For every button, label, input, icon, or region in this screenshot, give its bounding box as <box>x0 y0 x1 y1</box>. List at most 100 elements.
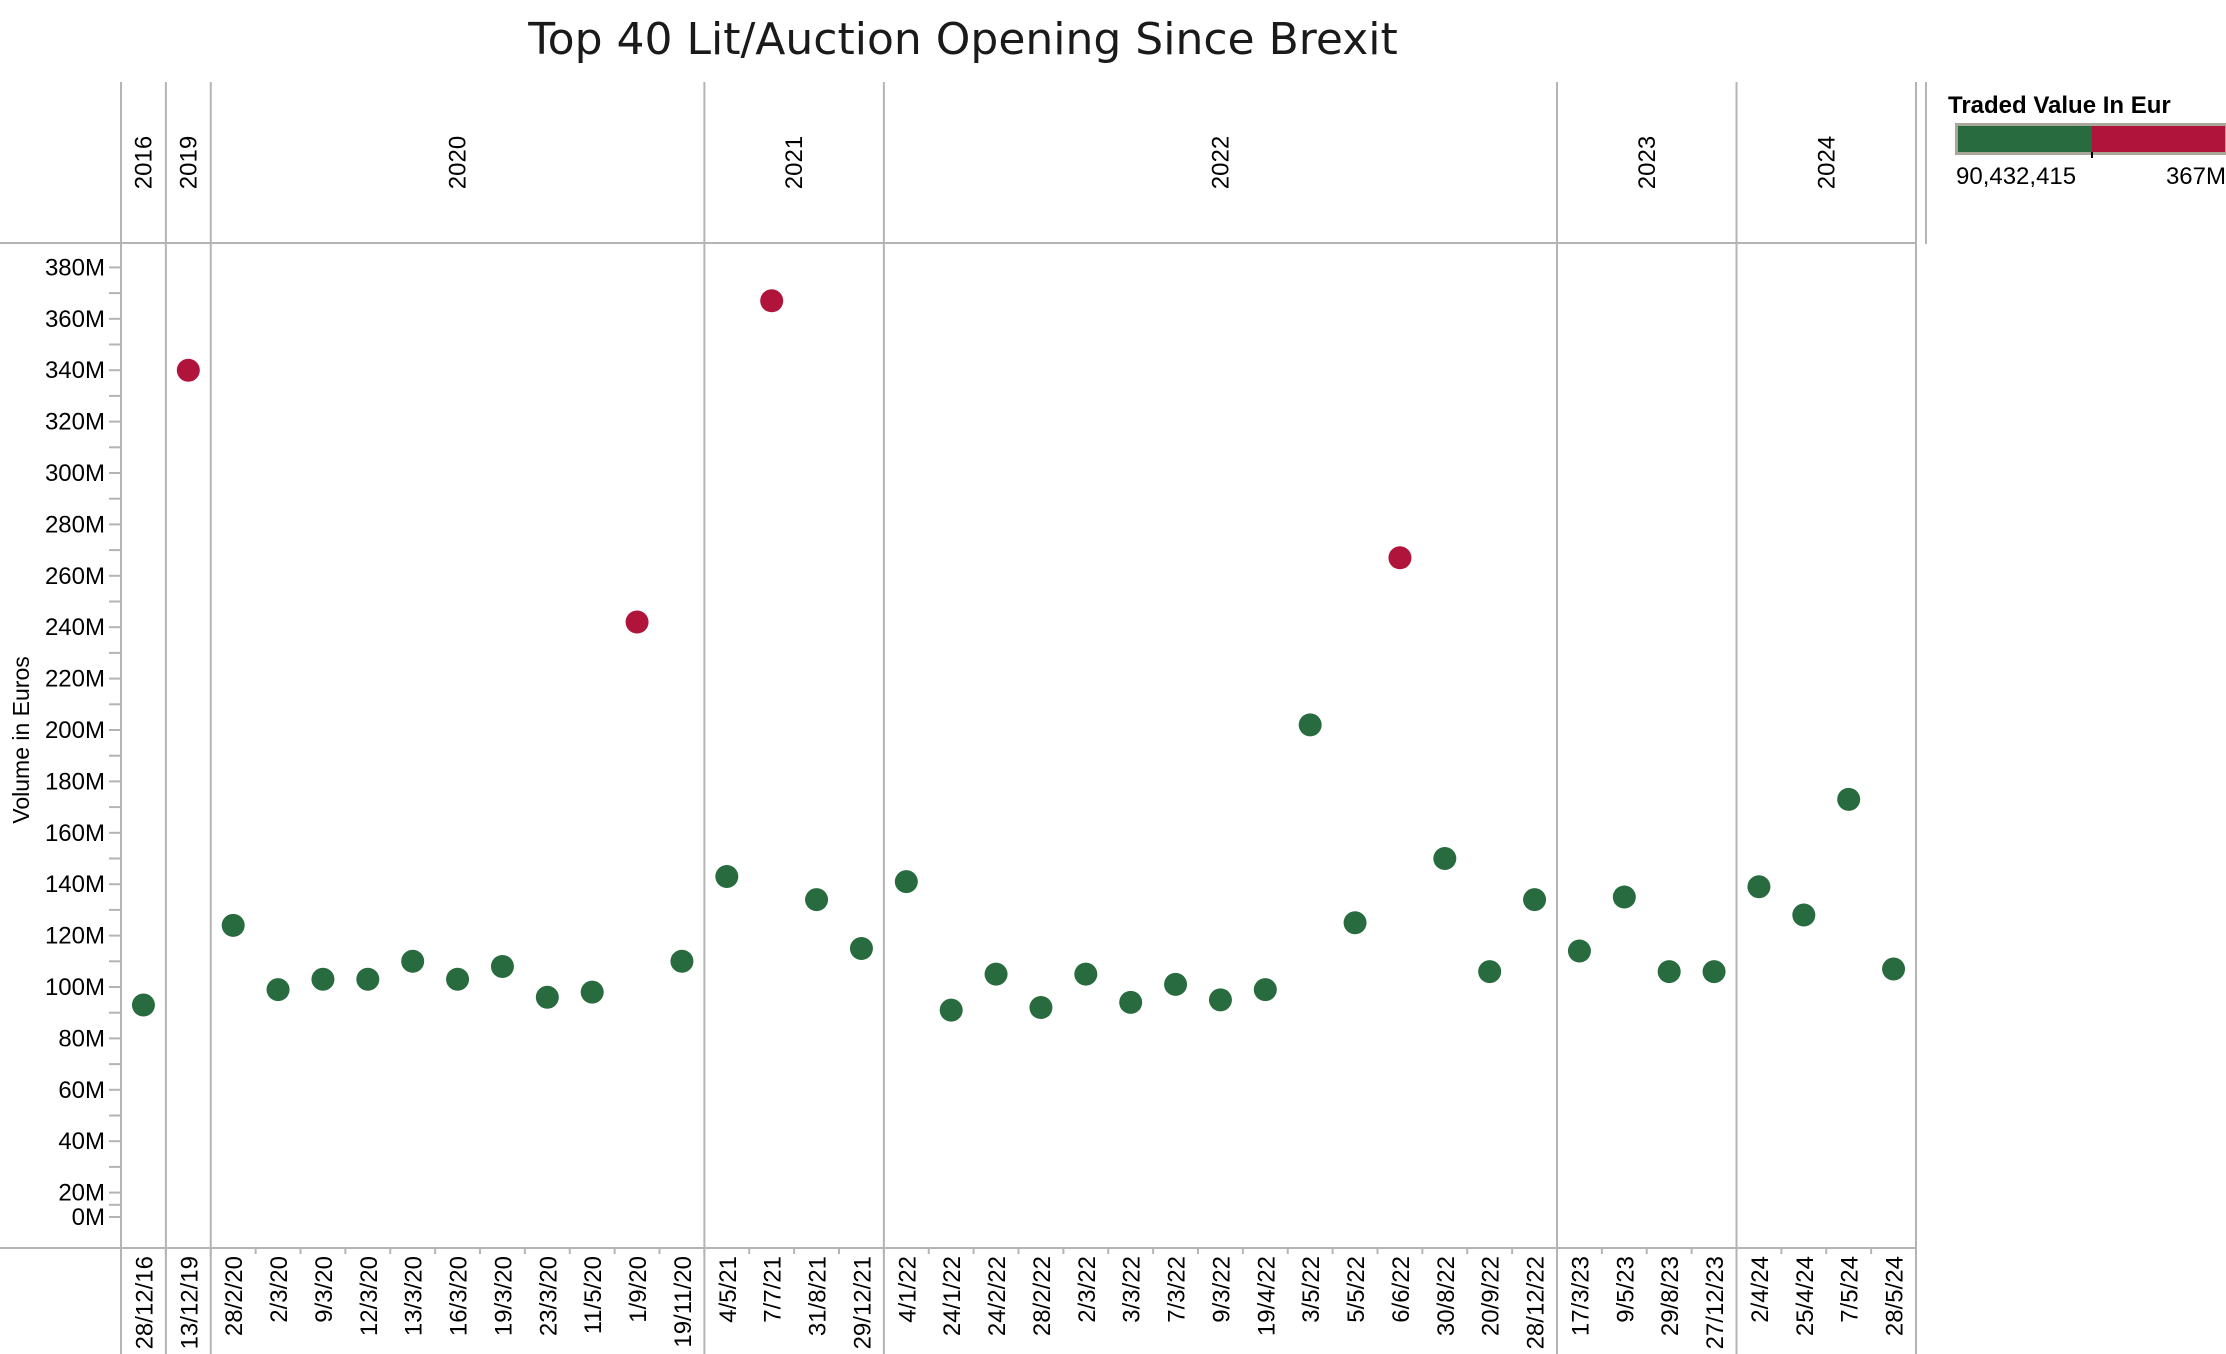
x-tick-label: 12/3/20 <box>356 1256 383 1336</box>
legend-title: Traded Value In Eur <box>1948 92 2171 119</box>
data-point[interactable] <box>1208 988 1232 1012</box>
data-point[interactable] <box>805 888 829 912</box>
y-tick-label: 320M <box>45 409 105 436</box>
y-tick-label: 200M <box>45 717 105 744</box>
year-header-label: 2022 <box>1207 136 1234 189</box>
data-point[interactable] <box>401 949 425 973</box>
x-tick-label: 24/2/22 <box>984 1256 1011 1336</box>
data-point[interactable] <box>1343 911 1367 935</box>
data-point[interactable] <box>670 949 694 973</box>
data-point[interactable] <box>1119 990 1143 1014</box>
data-point[interactable] <box>1433 847 1457 870</box>
legend-min-label: 90,432,415 <box>1956 163 2076 190</box>
x-tick-label: 28/12/16 <box>131 1256 158 1349</box>
year-header-label: 2023 <box>1634 136 1661 189</box>
y-tick-label: 40M <box>58 1128 105 1155</box>
data-point[interactable] <box>894 870 918 894</box>
year-header-label: 2020 <box>445 136 472 189</box>
data-point[interactable] <box>1388 546 1412 570</box>
y-tick-label: 340M <box>45 357 105 384</box>
x-tick-label: 24/1/22 <box>939 1256 966 1336</box>
data-point[interactable] <box>1029 996 1053 1020</box>
y-tick-label: 60M <box>58 1077 105 1104</box>
data-point[interactable] <box>1882 957 1906 981</box>
x-tick-label: 9/3/22 <box>1208 1256 1235 1323</box>
y-tick-label: 260M <box>45 563 105 590</box>
y-tick-label: 180M <box>45 768 105 795</box>
data-point[interactable] <box>1792 903 1816 927</box>
data-point[interactable] <box>939 998 963 1022</box>
y-tick-label: 360M <box>45 306 105 333</box>
data-point[interactable] <box>490 954 514 978</box>
y-tick-label: 160M <box>45 820 105 847</box>
data-point[interactable] <box>1657 960 1681 984</box>
data-point[interactable] <box>311 967 335 991</box>
y-tick-label: 140M <box>45 871 105 898</box>
data-point[interactable] <box>356 967 380 991</box>
data-points <box>131 289 1906 1022</box>
data-point[interactable] <box>1612 885 1636 909</box>
x-tick-label: 28/12/22 <box>1523 1256 1550 1349</box>
y-tick-label: 240M <box>45 614 105 641</box>
y-tick-label: 20M <box>58 1180 105 1207</box>
data-point[interactable] <box>221 913 245 937</box>
year-header-label: 2019 <box>175 136 202 189</box>
data-point[interactable] <box>1074 962 1098 986</box>
data-point[interactable] <box>131 993 155 1017</box>
data-point[interactable] <box>1164 972 1188 996</box>
x-tick-label: 29/12/21 <box>849 1256 876 1349</box>
year-header-label: 2016 <box>130 136 157 189</box>
x-tick-label: 13/3/20 <box>401 1256 428 1336</box>
data-point[interactable] <box>176 358 200 382</box>
data-point[interactable] <box>849 936 873 960</box>
data-point[interactable] <box>1253 978 1277 1002</box>
x-tick-label: 25/4/24 <box>1792 1256 1819 1336</box>
x-tick-label: 6/6/22 <box>1388 1256 1415 1323</box>
data-point[interactable] <box>446 967 470 991</box>
y-tick-label: 0M <box>72 1204 105 1231</box>
y-tick-label: 220M <box>45 666 105 693</box>
y-axis-title: Volume in Euros <box>8 656 34 823</box>
x-tick-label: 2/3/22 <box>1074 1256 1101 1323</box>
year-headers: 2016 2019 2020 2021 2022 2023 2024 <box>130 82 1840 1354</box>
year-header-label: 2021 <box>781 136 808 189</box>
chart-title: Top 40 Lit/Auction Opening Since Brexit <box>527 14 1397 65</box>
x-tick-label: 11/5/20 <box>580 1256 607 1334</box>
x-tick-label: 20/9/22 <box>1478 1256 1505 1336</box>
x-tick-label: 7/3/22 <box>1164 1256 1191 1323</box>
data-point[interactable] <box>715 864 739 888</box>
legend-bar-low <box>1958 126 2092 152</box>
chart-frame <box>0 82 1917 1354</box>
y-tick-label: 80M <box>58 1025 105 1052</box>
data-point[interactable] <box>1478 960 1502 984</box>
data-point[interactable] <box>984 962 1008 986</box>
y-tick-label: 120M <box>45 923 105 950</box>
x-tick-label: 1/9/20 <box>625 1256 652 1323</box>
x-tick-label: 28/2/22 <box>1029 1256 1056 1336</box>
x-tick-label: 9/5/23 <box>1612 1256 1639 1323</box>
y-tick-label: 300M <box>45 460 105 487</box>
data-point[interactable] <box>1747 875 1771 899</box>
x-tick-label: 2/3/20 <box>266 1256 293 1323</box>
x-axis: 28/12/16 13/12/19 28/2/20 2/3/20 9/3/20 12/3/… <box>120 1248 1909 1349</box>
data-point[interactable] <box>1567 939 1591 963</box>
x-tick-label: 2/4/24 <box>1747 1256 1774 1323</box>
data-point[interactable] <box>760 289 784 313</box>
x-tick-label: 31/8/21 <box>805 1256 832 1336</box>
data-point[interactable] <box>1837 787 1861 811</box>
legend-max-label: 367M <box>2166 163 2226 190</box>
x-tick-label: 4/1/22 <box>894 1256 921 1323</box>
data-point[interactable] <box>580 980 604 1004</box>
data-point[interactable] <box>1523 888 1547 912</box>
data-point[interactable] <box>535 985 559 1009</box>
x-tick-label: 19/4/22 <box>1253 1256 1280 1336</box>
x-tick-label: 5/5/22 <box>1343 1256 1370 1323</box>
legend-bar-high <box>2092 126 2225 152</box>
data-point[interactable] <box>266 978 290 1002</box>
data-point[interactable] <box>1702 960 1726 984</box>
data-point[interactable] <box>1298 713 1322 737</box>
x-tick-label: 30/8/22 <box>1433 1256 1460 1336</box>
data-point[interactable] <box>625 610 649 634</box>
